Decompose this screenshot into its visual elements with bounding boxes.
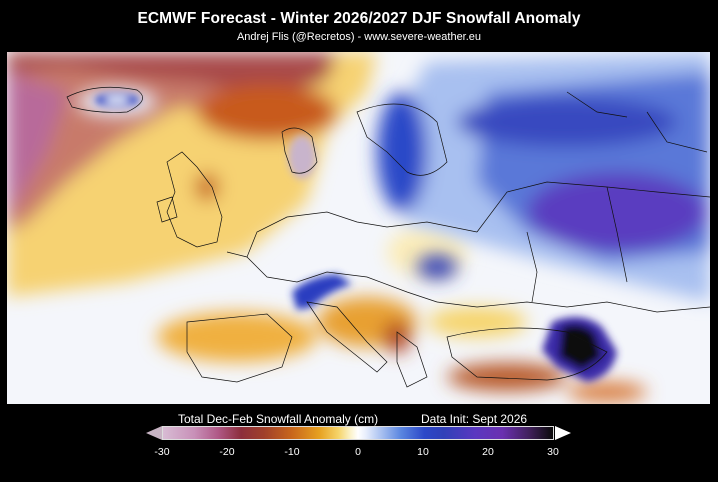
colorbar-tick: -20 [219,446,235,458]
colorbar [162,426,554,440]
colorbar-tick: 20 [482,446,494,458]
map-title: ECMWF Forecast - Winter 2026/2027 DJF Sn… [137,10,581,27]
colorbar-max-arrow [555,426,571,440]
colorbar-tick: -30 [154,446,170,458]
map-canvas [7,52,710,404]
colorbar-min-arrow [146,426,162,440]
legend-title: Total Dec-Feb Snowfall Anomaly (cm) [178,412,379,426]
data-init-label: Data Init: Sept 2026 [421,412,528,426]
colorbar-tick: 10 [417,446,429,458]
colorbar-tick: 0 [355,446,361,458]
snowfall-anomaly-map [7,52,710,404]
colorbar-tick: 30 [547,446,559,458]
coastlines [66,86,710,388]
map-subtitle: Andrej Flis (@Recretos) - www.severe-wea… [236,31,482,43]
peak-anomaly-areas [95,93,617,382]
colorbar-tick: -10 [284,446,300,458]
